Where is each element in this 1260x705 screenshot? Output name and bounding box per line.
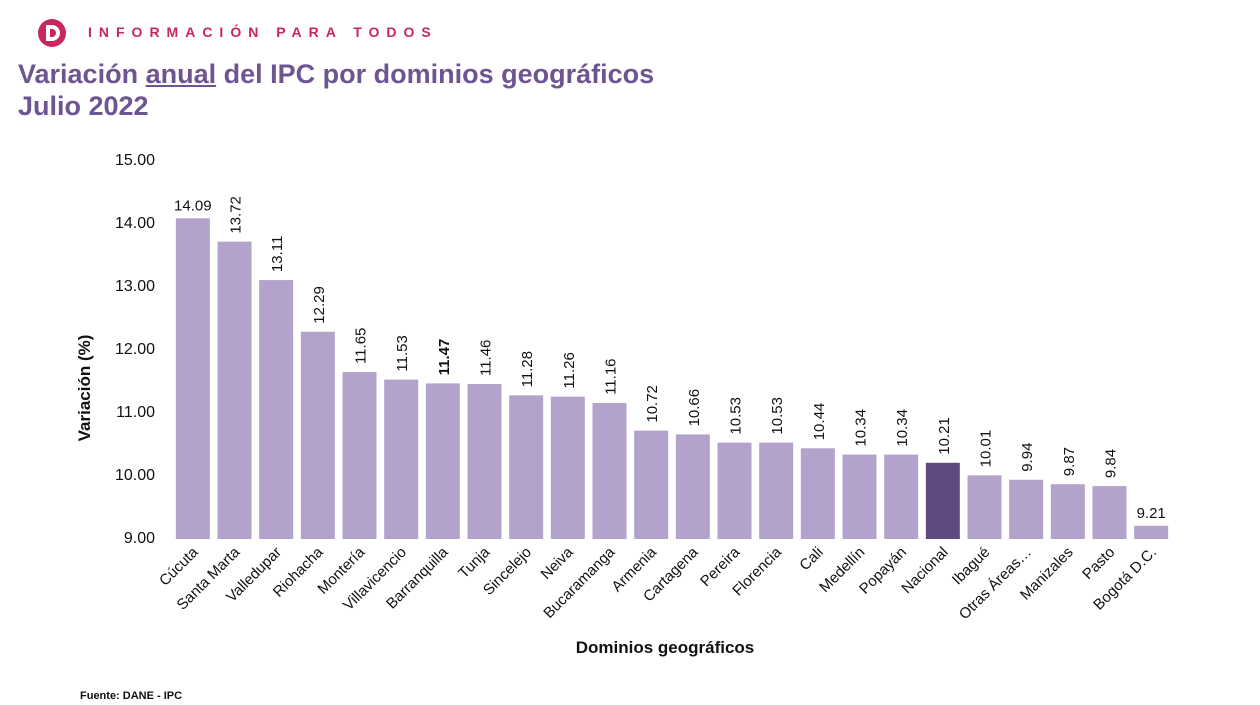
title-block: Variación anual del IPC por dominios geo… [18,58,654,122]
value-label: 10.53 [728,397,745,435]
y-tick-label: 13.00 [115,278,155,295]
bar [467,384,502,539]
bar [884,454,919,539]
title-part: del IPC por dominios geográficos [223,59,655,89]
value-label: 11.53 [394,335,411,371]
bar [800,448,835,539]
value-label: 11.26 [561,352,578,388]
logo [38,19,66,47]
value-label: 11.46 [478,340,495,376]
x-tick-label: Cali [796,544,826,574]
value-label: 11.47 [436,339,453,376]
bar [1050,484,1085,539]
title-underlined: anual [145,59,217,89]
value-label: 10.66 [686,389,703,427]
bar [425,383,460,539]
value-label: 13.11 [269,236,286,272]
bar [842,454,877,539]
logo-letter [46,25,60,41]
y-tick-label: 11.00 [116,404,155,421]
bar [217,241,252,539]
bar [175,218,210,539]
bar [384,379,419,539]
value-label: 10.21 [936,417,953,455]
y-tick-label: 9.00 [124,530,155,547]
bar [342,372,377,539]
value-label: 13.72 [228,196,245,234]
x-tick-label: Otras Áreas… [956,544,1035,623]
bar [967,475,1002,539]
x-axis-label: Dominios geográficos [576,638,755,657]
bar [759,442,794,539]
bar [717,442,752,539]
y-tick-label: 10.00 [115,467,155,484]
tagline: INFORMACIÓN PARA TODOS [88,24,438,40]
value-label: 11.65 [353,328,370,364]
bar [300,331,335,539]
bar [925,462,960,539]
value-label: 9.21 [1137,505,1166,522]
bar [509,395,544,539]
bar [259,280,294,539]
title-part: Variación [18,59,139,89]
bar [1134,525,1169,539]
y-axis-label: Variación (%) [75,335,94,442]
x-tick-label: Nacional [898,544,951,597]
y-tick-label: 12.00 [115,341,155,358]
value-label: 10.53 [769,397,786,435]
value-label: 12.29 [311,286,328,324]
chart-subtitle: Julio 2022 [18,91,149,121]
chart-title: Variación anual del IPC por dominios geo… [18,58,654,90]
value-label: 9.94 [1019,443,1036,472]
y-tick-label: 15.00 [115,152,155,169]
y-tick-label: 14.00 [115,215,155,232]
value-label: 10.44 [811,403,828,441]
bar [1092,486,1127,539]
value-label: 11.28 [519,351,536,387]
value-label: 11.16 [603,358,620,394]
bar [592,402,627,539]
bar [634,430,669,539]
x-tick-label: Pasto [1079,544,1118,583]
source: Fuente: DANE - IPC [80,690,183,702]
x-tick-label: Neiva [538,543,578,583]
x-tick-label: Tunja [455,543,494,582]
value-label: 10.01 [978,430,995,468]
bar [675,434,710,539]
value-label: 9.87 [1061,447,1078,476]
value-label: 10.72 [644,385,661,423]
value-label: 10.34 [853,409,870,447]
bar [1009,479,1044,539]
value-label: 9.84 [1103,449,1120,478]
value-label: 14.09 [174,197,212,214]
bar [550,396,585,539]
value-label: 10.34 [894,409,911,447]
